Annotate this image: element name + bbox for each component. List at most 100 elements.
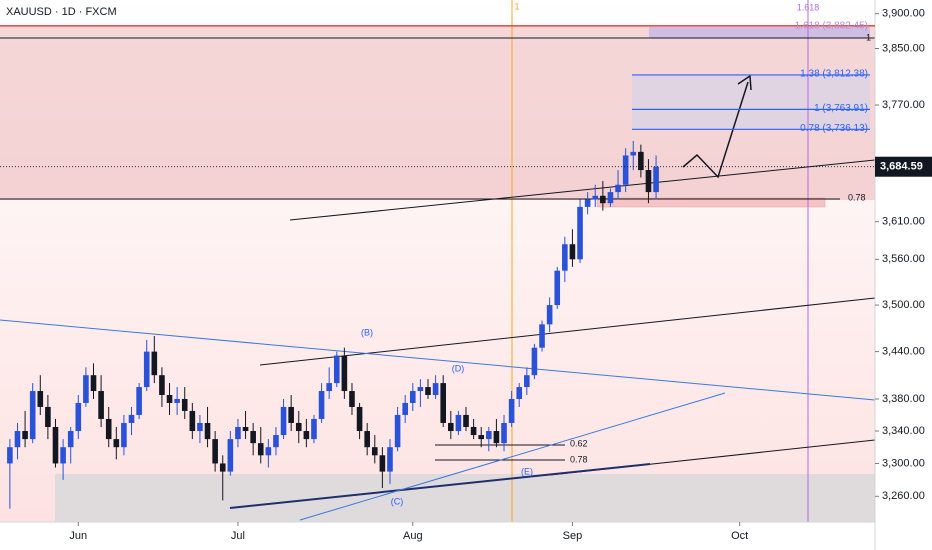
candle-body	[7, 447, 13, 464]
candle-body	[45, 406, 51, 427]
annotation: 1	[866, 32, 871, 42]
candle-body	[37, 391, 44, 407]
candle-body	[592, 195, 599, 200]
candle-body	[333, 355, 340, 384]
y-tick-label: 3,770.00	[882, 99, 925, 111]
candle-body	[501, 422, 507, 444]
candle-body	[105, 418, 112, 440]
demand-zone	[55, 474, 875, 522]
candle-body	[197, 422, 203, 432]
candle-body	[371, 447, 378, 456]
candle-body	[121, 422, 127, 448]
candle-body	[470, 426, 477, 436]
candle-body	[219, 463, 226, 472]
candle-body	[311, 418, 317, 440]
y-tick-label: 3,900.00	[882, 8, 925, 20]
trend-line	[229, 463, 651, 509]
candle-body	[630, 151, 637, 156]
candle-body	[402, 402, 408, 415]
candle-body	[204, 422, 211, 440]
candle-body	[189, 410, 196, 432]
y-tick-label: 3,610.00	[882, 216, 925, 228]
last-price-box	[875, 156, 932, 177]
candle-body	[600, 195, 606, 204]
annotation: (C)	[391, 496, 404, 506]
candle-body	[166, 394, 173, 403]
y-tick-label: 3,560.00	[882, 253, 925, 265]
candle-body	[562, 244, 568, 271]
y-tick-label: 3,850.00	[882, 42, 925, 54]
time-axis	[0, 522, 875, 550]
candle-body	[136, 387, 142, 415]
candle-body	[318, 391, 325, 419]
candle-body	[463, 414, 469, 427]
candle-body	[143, 351, 150, 388]
y-tick-label: 3,340.00	[882, 425, 925, 437]
candle-body	[90, 375, 97, 392]
trend-line	[259, 297, 876, 366]
arrow-head	[737, 74, 752, 91]
candle-body	[227, 439, 234, 472]
trend-line	[0, 319, 876, 401]
fib-label: 1.38 (3,812.38)	[800, 69, 868, 80]
y-tick-label: 3,260.00	[882, 490, 925, 502]
candle-body	[22, 431, 28, 440]
candle-body	[29, 391, 36, 440]
candle-body	[159, 375, 165, 395]
x-tick-label: Sep	[563, 530, 583, 542]
candle-body	[508, 398, 515, 423]
annotation: 0.62	[570, 438, 588, 448]
candle-body	[83, 375, 89, 403]
candle-body	[341, 355, 348, 392]
candle-body	[577, 206, 583, 260]
chart-title: XAUUSD · 1D · FXCM	[6, 6, 117, 18]
target-box	[649, 27, 870, 38]
candle-body	[235, 426, 241, 440]
plot-background	[0, 0, 875, 522]
annotation: 0.78	[848, 192, 866, 202]
candle-body	[181, 398, 188, 411]
x-tick-label: Jul	[231, 530, 245, 542]
candle-body	[280, 406, 287, 436]
annotation: 1	[514, 1, 519, 11]
candle-body	[554, 270, 561, 306]
candle-body	[417, 387, 424, 392]
candle-body	[151, 351, 158, 376]
candle-body	[242, 426, 249, 432]
candle-body	[60, 447, 66, 464]
fib-label: 1 (3,763.91)	[814, 103, 868, 114]
candle-body	[486, 431, 492, 440]
annotation: 1.618	[797, 2, 820, 12]
x-tick-label: Jun	[69, 530, 87, 542]
last-price-label: 3,684.59	[880, 161, 923, 173]
candle-body	[326, 383, 332, 392]
price-axis	[875, 0, 932, 550]
candle-body	[349, 391, 355, 407]
candle-body	[387, 447, 393, 472]
candle-body	[356, 406, 363, 432]
candle-body	[379, 455, 386, 472]
candle-body	[425, 387, 431, 395]
candle-body	[524, 375, 530, 388]
y-tick-label: 3,500.00	[882, 299, 925, 311]
extension-label: 1.618 (3,882.45)	[795, 21, 868, 32]
candle-body	[364, 431, 370, 448]
candle-body	[98, 391, 104, 419]
candle-body	[546, 305, 553, 325]
y-tick-label: 3,380.00	[882, 393, 925, 405]
candle-body	[432, 383, 439, 395]
candle-body	[607, 192, 614, 204]
candle-body	[75, 402, 82, 432]
trend-line	[299, 392, 726, 521]
candle-body	[531, 347, 538, 376]
annotation: 0.78	[570, 454, 588, 464]
candle-body	[409, 391, 416, 403]
candle-body	[448, 422, 454, 432]
fib-label: 0.78 (3,736.13)	[800, 123, 868, 134]
candle-body	[212, 439, 218, 464]
candle-body	[653, 166, 659, 193]
candle-body	[113, 439, 120, 448]
annotation: (B)	[361, 327, 373, 337]
candle-body	[67, 431, 74, 448]
trend-line	[289, 159, 876, 221]
